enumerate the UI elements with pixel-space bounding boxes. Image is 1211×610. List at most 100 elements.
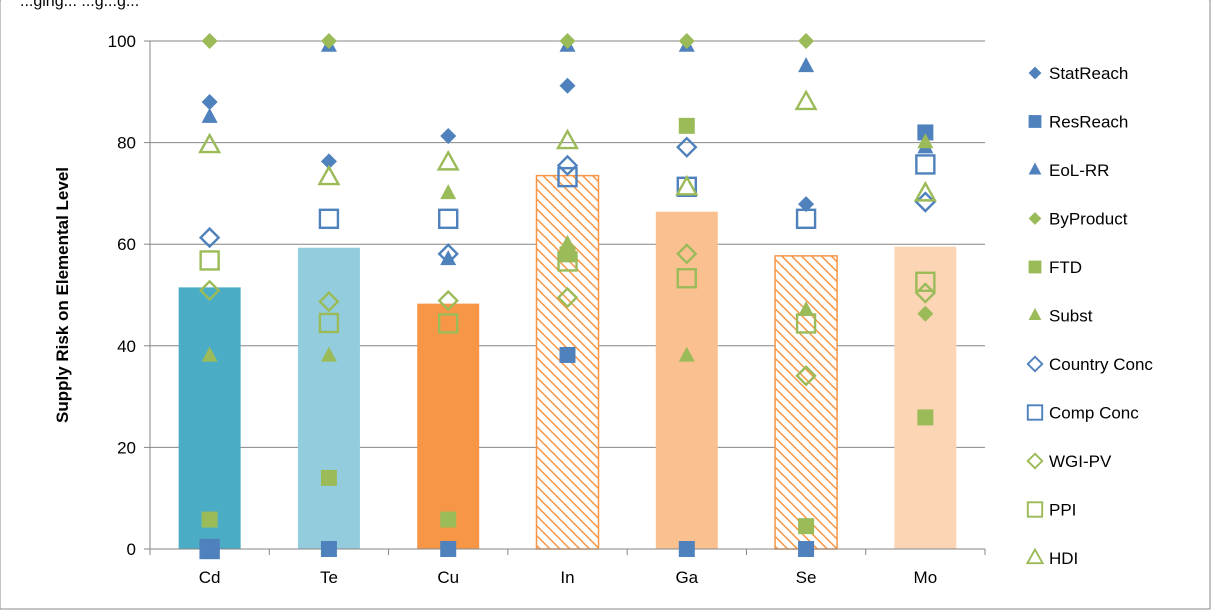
- marker-resreach: [440, 541, 457, 557]
- legend-marker-ppi: [1026, 501, 1044, 518]
- legend-item-resreach: ResReach: [1028, 113, 1128, 132]
- y-tick-label: 20: [117, 438, 136, 457]
- x-tick-label: Mo: [914, 568, 938, 587]
- legend-label: ByProduct: [1049, 210, 1128, 229]
- marker-ftd: [201, 511, 218, 528]
- legend-item-wgi-pv: WGI-PV: [1026, 452, 1112, 471]
- marker-hdi: [675, 174, 699, 196]
- legend-item-hdi: HDI: [1025, 547, 1078, 568]
- legend-marker-hdi: [1025, 547, 1045, 565]
- x-tick-label: Ga: [675, 568, 698, 587]
- legend-marker-subst: [1028, 308, 1042, 321]
- x-tick-label: In: [560, 568, 574, 587]
- marker-ppi: [438, 313, 459, 334]
- bar-se: [774, 255, 838, 550]
- legend-label: WGI-PV: [1049, 452, 1112, 471]
- marker-country-conc: [914, 191, 937, 213]
- caption-mask: [1, 0, 1209, 14]
- marker-resreach: [559, 346, 576, 363]
- marker-eol-rr: [201, 107, 218, 123]
- marker-comp-conc: [915, 154, 936, 175]
- marker-resreach: [201, 541, 218, 557]
- marker-byproduct: [798, 33, 815, 49]
- marker-ftd: [678, 117, 695, 134]
- marker-subst: [559, 234, 576, 250]
- marker-comp-conc: [199, 538, 220, 560]
- marker-ftd: [798, 518, 815, 535]
- marker-ftd: [559, 246, 576, 263]
- legend-marker-resreach: [1028, 115, 1042, 128]
- legend-item-country-conc: Country Conc: [1026, 355, 1153, 374]
- legend-marker-eol-rr: [1028, 162, 1042, 175]
- marker-comp-conc: [557, 166, 578, 188]
- legend-label: HDI: [1049, 549, 1078, 568]
- bar-cd: [178, 287, 241, 549]
- y-tick-label: 0: [127, 540, 136, 559]
- y-tick-label: 100: [108, 32, 136, 51]
- marker-comp-conc: [318, 208, 340, 230]
- legend-label: ResReach: [1049, 113, 1128, 132]
- bars: [178, 174, 957, 550]
- y-tick-label: 60: [117, 235, 136, 254]
- marker-byproduct: [678, 33, 695, 49]
- marker-byproduct: [559, 33, 576, 49]
- marker-resreach: [917, 124, 934, 141]
- marker-ppi: [915, 271, 936, 292]
- y-tick-label: 40: [117, 337, 136, 356]
- marker-ftd: [917, 409, 934, 426]
- marker-subst: [440, 184, 457, 200]
- bar-ga: [655, 211, 718, 550]
- marker-country-conc: [676, 136, 698, 158]
- marker-wgi-pv: [437, 289, 459, 312]
- marker-subst: [678, 346, 695, 362]
- markers: [198, 33, 937, 560]
- marker-statreach: [559, 77, 576, 94]
- marker-wgi-pv: [795, 365, 817, 387]
- marker-ppi: [676, 268, 697, 289]
- marker-hdi: [436, 149, 460, 171]
- marker-byproduct: [917, 305, 934, 322]
- marker-byproduct: [320, 33, 337, 49]
- marker-eol-rr: [440, 250, 457, 266]
- legend-label: StatReach: [1049, 64, 1128, 83]
- marker-subst: [201, 346, 218, 362]
- marker-ppi: [318, 312, 340, 334]
- bar-mo: [894, 246, 957, 550]
- legend-label: PPI: [1049, 501, 1076, 520]
- marker-statreach: [320, 153, 337, 170]
- marker-resreach: [678, 541, 695, 557]
- legend-item-byproduct: ByProduct: [1028, 210, 1128, 229]
- legend-label: Subst: [1049, 307, 1093, 326]
- marker-statreach: [440, 127, 457, 144]
- legend-item-ppi: PPI: [1026, 501, 1076, 520]
- legend-marker-comp-conc: [1026, 404, 1044, 421]
- x-tick-label: Te: [320, 568, 338, 587]
- marker-comp-conc: [438, 208, 459, 230]
- legend-item-statreach: StatReach: [1028, 64, 1128, 83]
- marker-country-conc: [198, 226, 221, 249]
- legend-marker-wgi-pv: [1026, 452, 1044, 470]
- x-tick-label: Se: [796, 568, 817, 587]
- marker-ppi: [795, 313, 817, 334]
- marker-wgi-pv: [556, 286, 579, 309]
- legend-label: Country Conc: [1049, 355, 1153, 374]
- marker-resreach: [320, 541, 337, 557]
- x-tick-label: Cd: [199, 568, 221, 587]
- marker-hdi: [317, 164, 341, 186]
- marker-ftd: [440, 511, 457, 528]
- marker-wgi-pv: [318, 290, 340, 313]
- marker-ftd: [320, 469, 337, 486]
- caption-fragment: ...ging... ...g...g...: [20, 0, 139, 10]
- marker-hdi: [913, 180, 937, 202]
- marker-subst: [798, 300, 815, 316]
- y-axis-title: Supply Risk on Elemental Level: [53, 167, 72, 423]
- marker-resreach: [798, 541, 815, 557]
- bar-te: [297, 247, 360, 550]
- legend-label: FTD: [1049, 258, 1082, 277]
- marker-wgi-pv: [676, 243, 698, 265]
- legend-marker-byproduct: [1028, 212, 1042, 225]
- marker-statreach: [798, 196, 815, 213]
- legend-label: Comp Conc: [1049, 404, 1139, 423]
- axes: 0 20 40 60 80 100 Cd Te Cu In Ga Se Mo: [108, 32, 986, 587]
